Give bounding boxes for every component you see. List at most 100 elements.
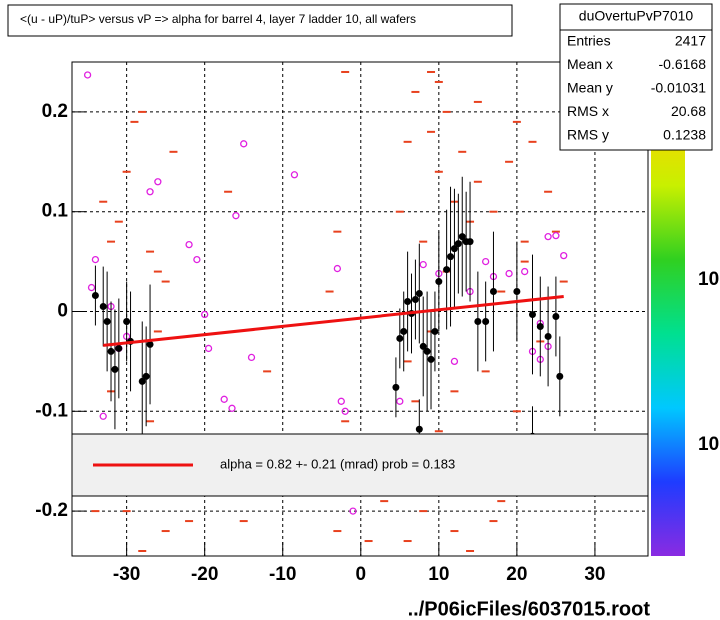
profile-point [111, 365, 119, 373]
profile-point [142, 372, 150, 380]
stats-value: -0.6168 [659, 56, 707, 72]
profile-point [146, 340, 154, 348]
profile-point [458, 233, 466, 241]
open-circle [505, 269, 513, 278]
profile-point [423, 347, 431, 355]
stats-label: Mean x [567, 56, 613, 72]
open-circle [201, 310, 209, 319]
open-circle [247, 353, 256, 362]
open-circle [333, 264, 342, 273]
stats-title: duOvertuPvP7010 [579, 8, 694, 24]
y-tick-label: 0.1 [42, 201, 69, 222]
x-tick-label: 10 [428, 564, 449, 585]
profile-point [400, 327, 408, 335]
profile-point [415, 425, 423, 433]
x-tick-label: -10 [269, 564, 296, 585]
title-box [7, 4, 513, 37]
profile-point [544, 332, 552, 340]
colorbar-label: 10 [698, 434, 719, 455]
profile-point [115, 344, 123, 352]
y-tick-label: 0 [57, 301, 68, 322]
profile-point [392, 383, 400, 391]
stats-label: Mean y [567, 80, 613, 96]
open-circle [204, 344, 213, 353]
profile-point [536, 322, 544, 330]
open-circle [240, 140, 248, 148]
profile-point [396, 334, 404, 342]
colorbar-label: 10 [698, 269, 719, 290]
open-circle [341, 407, 349, 415]
open-circle [193, 255, 201, 264]
y-tick-label: 0.2 [42, 101, 68, 122]
profile-point [107, 347, 115, 355]
stats-value: 2417 [675, 33, 706, 49]
open-circle [544, 232, 552, 241]
footer: ../P06icFiles/6037015.root [408, 598, 651, 620]
open-circle [146, 188, 154, 196]
x-tick-label: 20 [506, 564, 527, 585]
open-circle [450, 357, 459, 366]
profile-point [415, 290, 423, 298]
open-circle [228, 404, 236, 412]
profile-point [435, 278, 443, 286]
profile-point [513, 288, 521, 296]
profile-point [419, 342, 427, 350]
profile-point [474, 317, 482, 325]
profile-point [103, 317, 111, 325]
profile-point [91, 292, 99, 300]
chart-title: <(u - uP)/tuP> versus vP => alpha for ba… [20, 12, 416, 26]
open-circle [232, 212, 240, 220]
open-circle [87, 283, 96, 292]
profile-point [411, 296, 419, 304]
open-circle [83, 71, 92, 79]
profile-point [489, 288, 497, 296]
stats-label: RMS x [567, 103, 609, 119]
open-circle [482, 257, 490, 266]
open-circle [396, 397, 404, 405]
stats-label: Entries [567, 33, 611, 49]
open-circle [552, 231, 560, 240]
x-tick-label: -20 [191, 564, 218, 585]
profile-point [450, 245, 458, 253]
x-tick-label: 0 [355, 564, 366, 585]
profile-point [454, 240, 462, 248]
profile-point [443, 266, 451, 274]
stats-value: 0.1238 [663, 127, 706, 143]
open-circle [220, 395, 228, 403]
x-tick-label: 30 [584, 564, 605, 585]
stats-label: RMS y [567, 127, 609, 143]
profile-point [404, 298, 412, 306]
profile-point [138, 377, 146, 385]
profile-point [556, 372, 564, 380]
profile-point [427, 355, 435, 363]
x-tick-label: -30 [113, 564, 140, 585]
profile-point [482, 317, 490, 325]
open-circle [521, 267, 529, 276]
stats-value: 20.68 [671, 103, 706, 119]
open-circle [99, 412, 107, 420]
open-circle [419, 260, 427, 269]
open-circle [349, 507, 357, 515]
open-circle [337, 397, 345, 405]
y-tick-label: -0.2 [35, 500, 68, 521]
profile-point [99, 303, 107, 311]
stats-box [559, 3, 713, 151]
profile-point [447, 253, 455, 261]
profile-point [528, 310, 536, 318]
profile-point [123, 317, 131, 325]
open-circle [560, 251, 568, 260]
fit-legend-text: alpha = 0.82 +- 0.21 (mrad) prob = 0.183 [220, 456, 455, 471]
open-circle [154, 178, 162, 186]
profile-point [466, 238, 474, 246]
fit-line [103, 295, 564, 347]
stats-value: -0.01031 [651, 80, 706, 96]
profile-point [552, 312, 560, 320]
open-circle [91, 255, 100, 264]
open-circle [185, 240, 193, 249]
open-circle [290, 171, 299, 179]
frame [71, 61, 649, 557]
profile-point [431, 327, 439, 335]
y-tick-label: -0.1 [35, 400, 68, 421]
